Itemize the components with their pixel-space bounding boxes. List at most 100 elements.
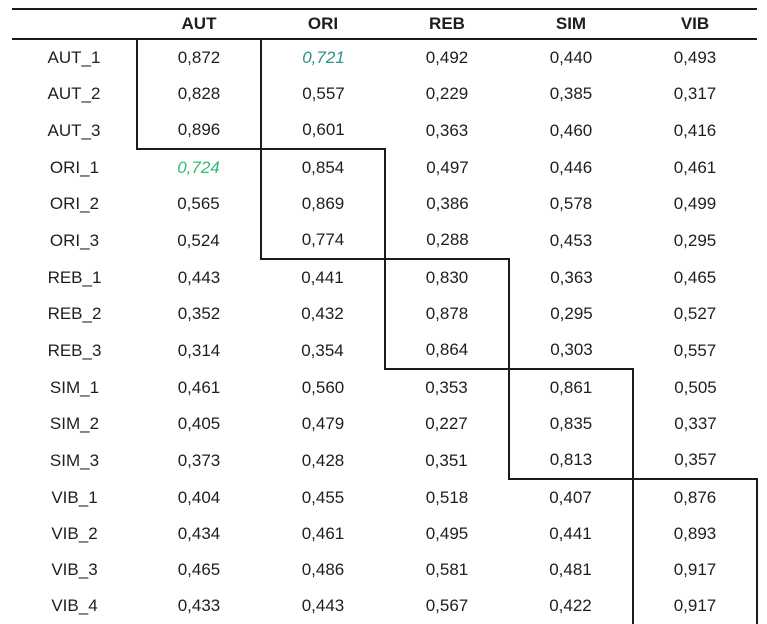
value-cell: 0,441 [549,524,592,543]
row-label: VIB_4 [12,588,137,624]
value-cell: 0,433 [137,588,261,624]
value-cell: 0,557 [673,340,717,360]
value-cell: 0,893 [632,516,758,552]
value-cell: 0,721 [302,48,345,67]
value-cell: 0,460 [549,120,593,140]
value-cell: 0,363 [550,267,593,287]
header-row: AUT ORI REB SIM VIB [12,8,757,40]
value-cell: 0,446 [549,157,593,177]
value-cell: 0,443 [261,588,385,624]
value-cell: 0,835 [508,406,634,442]
value-cell: 0,363 [425,120,469,140]
value-cell: 0,854 [260,148,386,186]
value-cell: 0,518 [425,487,469,507]
table-row: SIM_3 0,373 0,428 0,351 0,813 0,357 [12,442,757,480]
value-cell: 0,864 [384,332,510,370]
row-label: VIB_3 [51,560,98,579]
value-cell: 0,354 [301,340,344,360]
value-cell: 0,813 [508,442,634,480]
row-label: ORI_3 [49,230,100,250]
table-row: SIM_2 0,405 0,479 0,227 0,835 0,337 [12,406,757,442]
table-row: AUT_3 0,896 0,601 0,363 0,460 0,416 [12,112,757,150]
value-cell: 0,407 [549,488,592,507]
value-cell: 0,876 [632,478,758,516]
table-row: REB_2 0,352 0,432 0,878 0,295 0,527 [12,296,757,332]
value-cell: 0,492 [425,48,469,67]
value-cell: 0,479 [301,414,345,433]
value-cell: 0,317 [673,84,717,103]
value-cell: 0,337 [674,414,717,433]
column-header-reb: REB [385,8,509,40]
value-cell: 0,453 [549,230,593,250]
value-cell: 0,861 [508,368,634,406]
value-cell: 0,917 [632,552,758,588]
value-cell: 0,295 [550,304,593,323]
value-cell: 0,917 [632,588,758,624]
value-cell: 0,560 [301,377,345,397]
table-row: VIB_3 0,465 0,486 0,581 0,481 0,917 [12,552,758,588]
row-label: SIM_2 [49,414,100,433]
column-header-ori: ORI [261,8,385,40]
value-cell: 0,385 [549,84,593,103]
cross-loadings-table: AUT ORI REB SIM VIB AUT_1 0,872 0,721 0,492… [12,8,758,624]
value-cell: 0,432 [301,304,344,323]
row-label: ORI_1 [49,157,100,177]
value-cell: 0,461 [673,157,717,177]
table-row: ORI_2 0,565 0,869 0,386 0,578 0,499 [12,186,757,222]
value-cell: 0,295 [673,230,717,250]
value-cell: 0,830 [384,258,510,296]
table-header: AUT ORI REB SIM VIB [12,8,757,40]
table-row: REB_1 0,443 0,441 0,830 0,363 0,465 [12,258,757,296]
row-label: ORI_2 [49,194,100,213]
value-cell: 0,461 [177,377,221,397]
row-label: AUT_2 [47,84,101,103]
column-header-vib: VIB [633,8,757,40]
table-row: AUT_2 0,828 0,557 0,229 0,385 0,317 [12,76,757,112]
value-cell: 0,227 [425,414,468,433]
value-cell: 0,455 [301,487,345,507]
value-cell: 0,405 [177,414,221,433]
value-cell: 0,229 [425,84,469,103]
value-cell: 0,373 [177,450,221,470]
row-label: SIM_1 [49,377,100,397]
row-label: AUT_1 [47,48,101,67]
table-row: ORI_1 0,724 0,854 0,497 0,446 0,461 [12,148,757,186]
row-label: REB_2 [47,304,102,323]
value-cell: 0,578 [549,194,593,213]
value-cell: 0,386 [426,194,469,213]
value-cell: 0,351 [425,450,468,470]
value-cell: 0,527 [673,304,717,323]
value-cell: 0,774 [260,222,386,260]
value-cell: 0,441 [301,268,344,287]
value-cell: 0,461 [301,524,345,543]
value-cell: 0,486 [301,560,345,579]
table-body: AUT_1 0,872 0,721 0,492 0,440 0,493 AUT_2 0,828… [12,38,758,624]
row-label: SIM_3 [49,450,100,470]
value-cell: 0,481 [549,560,592,579]
value-cell: 0,567 [385,588,509,624]
value-cell: 0,495 [425,524,469,543]
table-row: VIB_2 0,434 0,461 0,495 0,441 0,893 [12,516,758,552]
value-cell: 0,357 [674,450,717,469]
row-label: AUT_3 [47,120,101,140]
value-cell: 0,505 [674,377,717,397]
value-cell: 0,353 [425,378,468,397]
table-row: VIB_4 0,433 0,443 0,567 0,422 0,917 [12,588,758,624]
value-cell: 0,565 [177,194,220,213]
value-cell: 0,828 [136,76,262,112]
value-cell: 0,428 [301,450,345,470]
row-label: VIB_1 [51,487,98,507]
table-row: REB_3 0,314 0,354 0,864 0,303 0,557 [12,332,757,370]
row-label: VIB_2 [51,524,98,543]
value-cell: 0,896 [136,112,262,150]
value-cell: 0,404 [177,487,221,507]
value-cell: 0,443 [177,267,221,287]
value-cell: 0,601 [302,120,345,139]
value-cell: 0,303 [550,340,593,359]
value-cell: 0,872 [136,38,262,76]
value-cell: 0,288 [426,230,469,249]
value-cell: 0,878 [384,296,510,332]
value-cell: 0,465 [177,560,221,579]
table-row: VIB_1 0,404 0,455 0,518 0,407 0,876 [12,478,758,516]
